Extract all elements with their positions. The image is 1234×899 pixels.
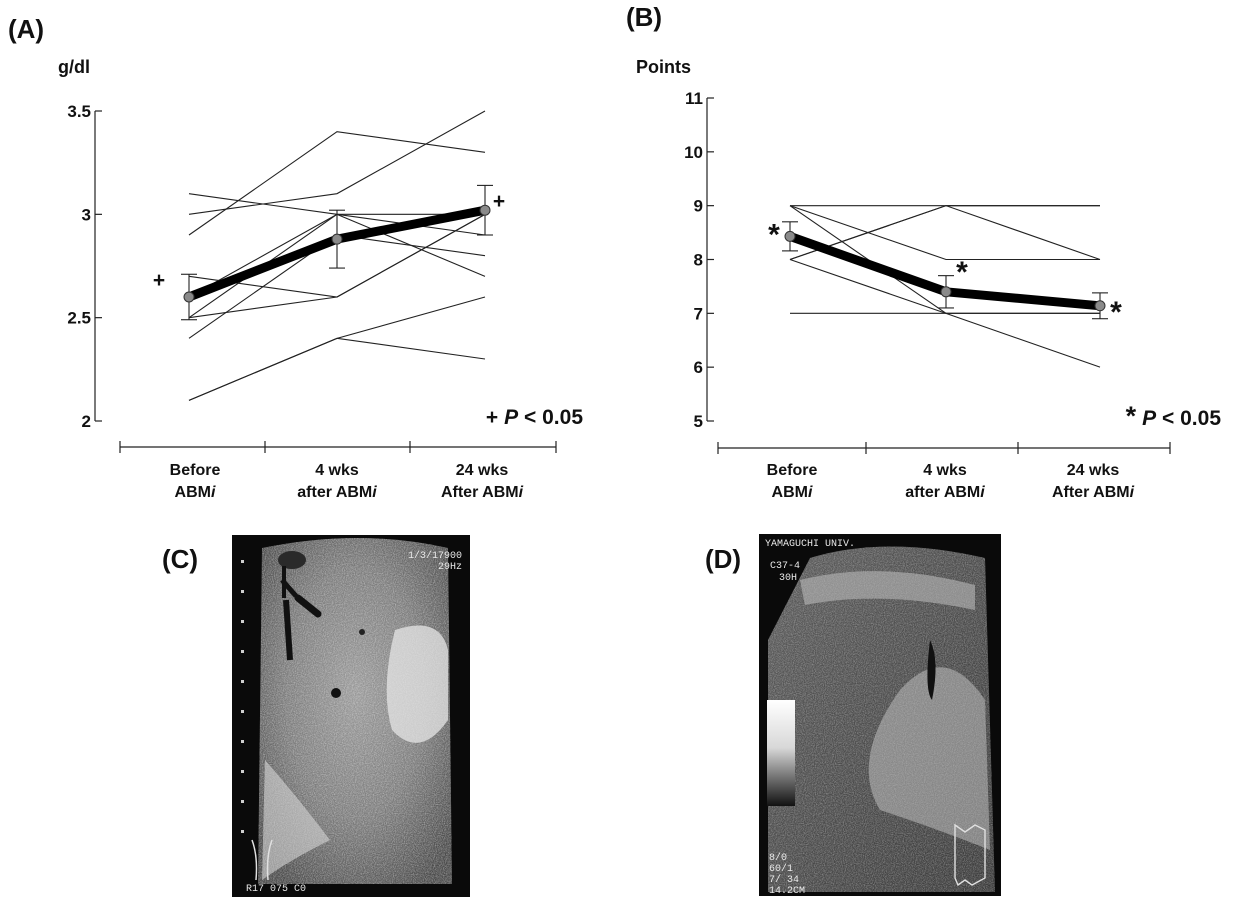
ultrasound-c-bright-region xyxy=(386,625,448,743)
ultrasound-c-overlay-top-2: 29Hz xyxy=(438,562,462,573)
panel-b-note-rest: < 0.05 xyxy=(1156,407,1221,430)
ultrasound-d-vessel xyxy=(927,640,936,700)
ultrasound-d-surface-echo xyxy=(800,571,975,610)
panel-a-category-label: After ABMi xyxy=(441,484,524,501)
arrow-icon xyxy=(280,566,322,661)
panel-b-chart: (B) Points 5 6 7 8 9 10 11 * * * Before ABMi 4 wks… xyxy=(626,2,1221,501)
panel-b-y-tick-label: 9 xyxy=(694,197,703,216)
ultrasound-c-depth-scale xyxy=(241,560,244,833)
panel-d-label: (D) xyxy=(705,544,741,574)
panel-a-significance-note: + P < 0.05 xyxy=(486,406,583,429)
panel-a-category-label: after ABMi xyxy=(297,484,377,501)
panel-b-category-label: Before xyxy=(767,462,818,479)
ultrasound-c-overlay-top-1: 1/3/17900 xyxy=(408,550,462,562)
panel-b-label: (B) xyxy=(626,2,662,32)
ultrasound-d-bright-region xyxy=(868,667,990,850)
panel-b-category-label: After ABMi xyxy=(1052,484,1135,501)
panel-b-y-tick-label: 5 xyxy=(694,412,703,431)
panel-a-category-label: Before xyxy=(170,462,221,479)
panel-a-patient-line xyxy=(188,337,486,401)
ultrasound-c-overlay-bottom: R17 075 C0 xyxy=(246,884,306,895)
panel-b-y-unit: Points xyxy=(636,57,691,77)
panel-a-note-p: P xyxy=(504,406,519,429)
panel-b-note-symbol: * xyxy=(1126,401,1137,431)
ultrasound-d-overlay-bottom-4: 14.2CM xyxy=(769,886,805,897)
panel-a-y-tick-label: 2.5 xyxy=(67,309,91,328)
panel-c-ultrasound: (C) 1/3/17900 29Hz R17 075 C0 xyxy=(162,535,470,897)
panel-b-significance-mark: * xyxy=(1110,296,1122,329)
panel-b-significance-mark: * xyxy=(956,256,968,289)
panel-a-significance-mark: + xyxy=(493,190,505,213)
panel-a-y-tick-label: 2 xyxy=(82,412,91,431)
panel-d-ultrasound: (D) YAMAGUCHI UNIV. C37-4 30H 8/0 60/1 7… xyxy=(705,534,1001,897)
panel-a-patient-line xyxy=(188,296,486,401)
panel-c-label: (C) xyxy=(162,544,198,574)
ultrasound-d-overlay-bottom-2: 60/1 xyxy=(769,863,793,875)
ultrasound-d-overlay-institution: YAMAGUCHI UNIV. xyxy=(765,539,855,550)
ultrasound-c-body-marker xyxy=(251,839,273,881)
ultrasound-d-grayscale-bar xyxy=(767,700,795,806)
panel-b-y-tick-label: 6 xyxy=(694,358,703,377)
panel-b-y-tick-label: 10 xyxy=(684,143,703,162)
panel-a-patient-line xyxy=(188,131,486,236)
ultrasound-c-lower-echo xyxy=(262,760,330,880)
ultrasound-d-body-marker xyxy=(954,823,986,887)
panel-a-mean-point xyxy=(331,233,343,245)
panel-a-note-symbol: + xyxy=(486,406,498,429)
panel-a-patient-line xyxy=(188,110,486,215)
panel-a-category-label: ABMi xyxy=(175,484,216,501)
panel-b-mean-point xyxy=(1094,300,1106,312)
ultrasound-d-overlay-probe-1: C37-4 xyxy=(770,561,800,572)
panel-b-mean-point xyxy=(784,230,796,242)
ultrasound-c-speckle xyxy=(258,538,452,884)
panel-b-note-p: P xyxy=(1142,407,1157,430)
panel-a-patient-line xyxy=(188,213,486,319)
panel-a-chart: (A) g/dl 2 2.5 3 3.5 + + Before ABMi 4 wks afte… xyxy=(8,14,583,501)
panel-a-mean-point xyxy=(479,204,491,216)
panel-b-significance-note: * P < 0.05 xyxy=(1126,401,1222,431)
panel-a-y-tick-label: 3.5 xyxy=(67,102,91,121)
panel-a-y-unit: g/dl xyxy=(58,57,90,77)
ultrasound-c-dark-region xyxy=(278,551,306,569)
panel-b-category-label: 24 wks xyxy=(1067,462,1120,479)
ultrasound-d-overlay-bottom-1: 8/0 xyxy=(769,852,787,864)
panel-b-y-tick-label: 7 xyxy=(694,304,703,323)
panel-a-note-rest: < 0.05 xyxy=(518,406,583,429)
panel-a-significance-mark: + xyxy=(153,269,165,292)
panel-b-y-tick-label: 8 xyxy=(694,251,703,270)
panel-b-y-tick-label: 11 xyxy=(685,89,703,108)
panel-b-significance-mark: * xyxy=(768,218,780,251)
ultrasound-c-lesion-spot xyxy=(331,688,341,698)
panel-b-category-label: ABMi xyxy=(772,484,813,501)
panel-a-mean-point xyxy=(183,291,195,303)
panel-a-category-label: 4 wks xyxy=(315,462,359,479)
ultrasound-c-small-spot xyxy=(359,629,365,635)
ultrasound-d-overlay-bottom-3: 7/ 34 xyxy=(769,874,799,886)
panel-b-mean-point xyxy=(940,286,952,298)
ultrasound-d-overlay-probe-2: 30H xyxy=(779,573,797,584)
panel-b-category-label: 4 wks xyxy=(923,462,967,479)
panel-a-y-tick-label: 3 xyxy=(82,205,91,224)
panel-b-patient-line xyxy=(789,205,1100,261)
panel-a-label: (A) xyxy=(8,14,44,44)
panel-a-category-label: 24 wks xyxy=(456,462,509,479)
panel-b-category-label: after ABMi xyxy=(905,484,985,501)
